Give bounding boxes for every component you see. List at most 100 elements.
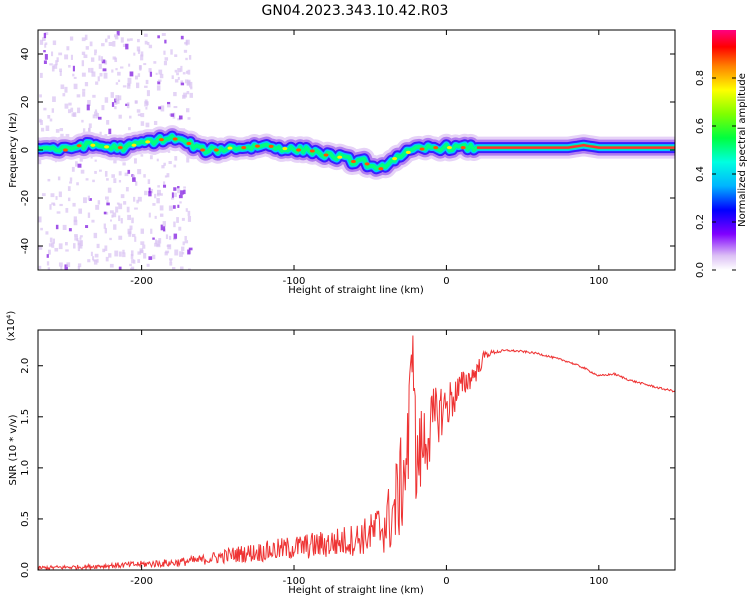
spectrogram-noise-speck	[88, 123, 92, 129]
spectrogram-noise-speck	[71, 166, 75, 172]
spectrogram-noise-speck	[120, 218, 123, 224]
spectrogram-noise-speck	[94, 253, 99, 258]
spectrogram-noise-speck	[183, 189, 186, 195]
spectrogram-noise-speck	[143, 174, 146, 178]
spectrogram-noise-speck	[186, 91, 190, 95]
spectrogram-noise-speck	[188, 55, 192, 60]
spectrogram-noise-speck	[136, 82, 140, 89]
spectrogram-noise-speck	[133, 158, 137, 164]
spectrogram-noise-speck	[41, 193, 46, 197]
spectrogram-noise-speck	[117, 79, 121, 83]
spectrogram-noise-speck	[152, 203, 156, 206]
spectrogram-noise-speck	[144, 40, 148, 45]
spectrogram-noise-speck	[82, 128, 86, 133]
spectrogram-noise-speck	[118, 251, 122, 257]
spectrogram-noise-speck	[174, 156, 178, 161]
spectrogram-noise-speck	[130, 254, 134, 259]
spectrogram-noise-speck	[94, 49, 97, 54]
spectrogram-noise-speck	[173, 106, 178, 109]
spectrogram-noise-speck	[122, 43, 127, 47]
spectrogram-noise-speck	[111, 102, 115, 107]
spectrogram-noise-speck	[144, 85, 148, 88]
spectrogram-noise-speck	[101, 105, 105, 111]
spectrogram-noise-speck	[108, 41, 113, 46]
colorbar-gradient	[712, 30, 736, 270]
spectrogram-noise-speck	[159, 205, 164, 211]
spectrogram-noise-speck	[77, 107, 81, 114]
spectrogram-noise-speck	[183, 186, 186, 189]
spectrogram-noise-speck	[55, 196, 58, 200]
spectrogram-noise-speck	[92, 179, 95, 183]
spectrogram-noise-speck	[129, 263, 132, 267]
spectrogram-noise-speck	[111, 69, 114, 73]
spectrogram-noise-speck	[128, 127, 131, 131]
spectrogram-noise-speck	[89, 41, 93, 47]
spectrogram-noise-speck	[80, 240, 83, 247]
spectrogram-noise-speck	[73, 219, 78, 226]
spectrogram-noise-speck	[65, 207, 69, 213]
spectrogram-noise-speck	[187, 80, 191, 84]
spectrogram-noise-speck	[96, 243, 100, 249]
spectrogram-noise-speck	[125, 43, 129, 50]
spectrogram-noise-speck	[102, 68, 107, 72]
spectrogram-noise-speck	[110, 92, 114, 98]
spectrogram-noise-speck	[49, 204, 52, 210]
spectrogram-noise-speck	[162, 221, 166, 227]
spectrogram-noise-speck	[64, 264, 68, 270]
spectrogram-noise-speck	[45, 231, 49, 235]
spectrogram-noise-speck	[163, 162, 166, 166]
snr-y-multiplier: (x10⁴)	[6, 311, 17, 342]
x-tick-label: -100	[283, 276, 306, 287]
spectrogram-noise-speck	[178, 194, 183, 199]
spectrogram-noise-speck	[157, 185, 160, 188]
spectrogram-noise-speck	[100, 56, 104, 62]
spectrogram-noise-speck	[163, 61, 167, 66]
spectrogram-noise-speck	[79, 157, 83, 162]
spectrogram-noise-speck	[115, 99, 120, 104]
spectrogram-noise-speck	[146, 90, 150, 97]
spectrogram-noise-speck	[98, 63, 102, 69]
spectrogram-noise-speck	[67, 197, 71, 202]
spectrogram-noise-speck	[51, 51, 54, 57]
y-tick-label: 1.0	[20, 460, 31, 476]
spectrogram-noise-speck	[174, 54, 178, 58]
spectrogram-noise-speck	[122, 162, 126, 166]
snr-series-line	[38, 335, 675, 570]
ridge-hotspot	[392, 157, 398, 161]
spectrogram-noise-speck	[81, 72, 86, 77]
spectrogram-noise-speck	[136, 199, 139, 204]
spectrogram-noise-speck	[93, 260, 98, 265]
spectrogram-noise-speck	[137, 113, 142, 117]
spectrogram-noise-speck	[64, 54, 69, 60]
spectrogram-noise-speck	[150, 188, 154, 194]
spectrogram-noise-speck	[39, 72, 43, 78]
ridge-hotspot	[433, 146, 439, 150]
spectrogram-noise-speck	[153, 61, 157, 64]
spectrogram-noise-speck	[77, 240, 82, 246]
snr-plot-area	[38, 335, 675, 570]
spectrogram-noise-speck	[88, 198, 92, 201]
spectrogram-noise-speck	[82, 91, 86, 97]
spectrogram-noise-speck	[161, 33, 166, 36]
ridge-hotspot	[323, 153, 329, 157]
spectrogram-noise-speck	[162, 184, 167, 188]
spectrogram-noise-speck	[94, 53, 97, 56]
spectrogram-noise-speck	[109, 237, 112, 241]
spectrogram-noise-speck	[115, 68, 118, 71]
spectrogram-noise-speck	[85, 225, 89, 229]
colorbar-tick-label: 0.2	[695, 214, 706, 230]
spectrogram-noise-speck	[184, 42, 188, 45]
spectrogram-noise-speck	[115, 95, 120, 101]
spectrogram-noise-speck	[104, 245, 108, 252]
spectrogram-noise-speck	[55, 224, 59, 230]
spectrogram-noise-speck	[64, 103, 69, 109]
spectrogram-noise-speck	[152, 254, 156, 260]
spectrogram-noise-speck	[148, 44, 153, 49]
spectrogram-noise-speck	[178, 226, 182, 231]
spectrogram-noise-speck	[138, 65, 142, 70]
spectrogram-noise-speck	[178, 115, 183, 120]
spectrogram-noise-speck	[76, 182, 79, 186]
spectrogram-noise-speck	[115, 82, 119, 85]
spectrogram-noise-speck	[101, 43, 105, 47]
